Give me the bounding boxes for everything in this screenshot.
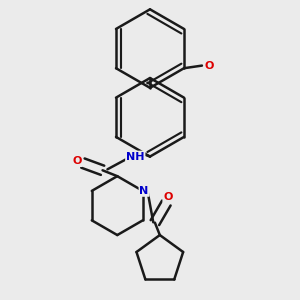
Text: O: O — [163, 192, 173, 202]
Text: O: O — [72, 156, 82, 166]
Text: N: N — [140, 186, 149, 196]
Text: O: O — [205, 61, 214, 70]
Text: NH: NH — [126, 152, 145, 161]
